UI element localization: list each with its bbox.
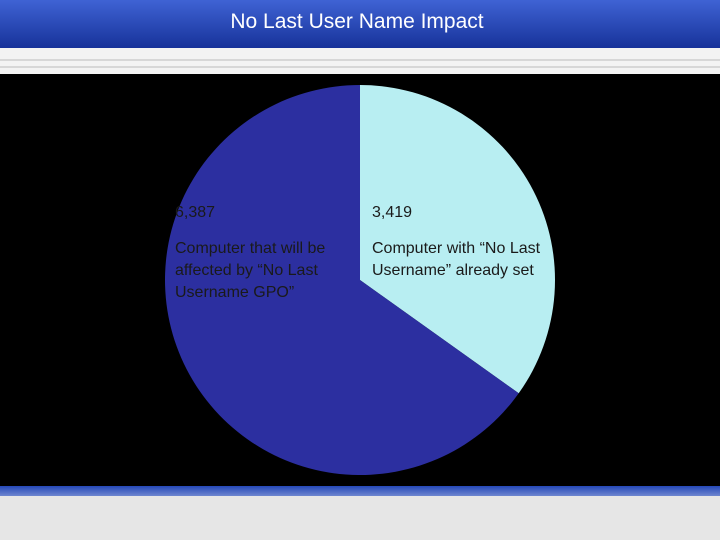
value-label: 3,419 xyxy=(372,204,413,221)
slice-label: 6,387 Computer that will be affected by “… xyxy=(175,202,355,304)
footer-bar xyxy=(0,486,720,496)
header-band xyxy=(0,48,720,74)
pie-slice xyxy=(360,85,555,394)
chart-title: No Last User Name Impact xyxy=(230,10,484,33)
pie xyxy=(165,85,555,475)
value-label: 6,387 xyxy=(175,204,216,221)
header-bar xyxy=(0,0,720,48)
category-label: Computer that will be affected by “No La… xyxy=(175,240,326,301)
slice-label: 3,419 Computer with “No Last Username” al… xyxy=(372,202,547,282)
pie-slice xyxy=(165,85,519,475)
category-label: Computer with “No Last Username” already… xyxy=(372,240,541,279)
